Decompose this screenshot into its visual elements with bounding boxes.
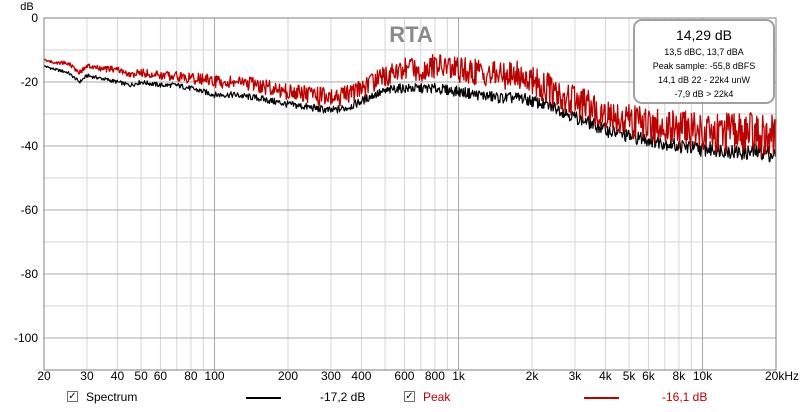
spectrum-level: -17,2 dB [320,390,366,404]
x-tick-label: 20kHz [765,369,799,383]
x-tick-label: 8k [673,369,687,383]
series-line-peak [43,54,777,158]
x-tick-label: 30 [80,369,94,383]
info-unweighted-level: 14,1 dB 22 - 22k4 unW [658,75,751,85]
y-tick-label: 0 [31,11,38,25]
x-tick-label: 400 [351,369,371,383]
x-tick-label: 6k [642,369,656,383]
x-tick-label: 800 [425,369,445,383]
peak-level: -16,1 dB [662,390,708,404]
info-box: 14,29 dB 13,5 dBC, 13,7 dBA Peak sample:… [633,19,775,104]
rta-chart: 0 -20 -40 -60 -80 -100 20 30 40 50 60 80 100 200 300 40… [14,1,799,383]
x-tick-label: 60 [154,369,168,383]
x-tick-label: 5k [623,369,637,383]
x-tick-label: 10k [693,369,713,383]
axes: 0 -20 -40 -60 -80 -100 20 30 40 50 60 80 100 200 300 40… [14,11,799,383]
series-traces [43,54,777,163]
spectrum-swatch [246,397,281,399]
y-tick-label: -20 [21,75,39,89]
info-peak-sample: Peak sample: -55,8 dBFS [653,61,756,71]
x-tick-label: 4k [599,369,613,383]
info-above-band-level: -7,9 dB > 22k4 [675,89,734,99]
y-tick-label: -40 [21,139,39,153]
y-tick-label: -60 [21,203,39,217]
chart-title: RTA [389,22,433,47]
x-tick-label: 80 [184,369,198,383]
x-tick-label: 1k [452,369,466,383]
legend: ✓ Spectrum -17,2 dB ✓ Peak -16,1 dB [0,386,800,410]
plot-border [43,17,777,371]
x-tick-label: 50 [134,369,148,383]
peak-swatch [584,397,619,399]
x-tick-label: 200 [278,369,298,383]
info-weighted-levels: 13,5 dBC, 13,7 dBA [664,47,744,57]
x-tick-label: 20 [37,369,51,383]
x-tick-label: 100 [205,369,225,383]
y-tick-label: -100 [14,331,38,345]
y-axis-label: dB [20,1,33,13]
x-tick-label: 40 [111,369,125,383]
x-tick-label: 600 [394,369,414,383]
info-main-level: 14,29 dB [676,27,732,43]
x-tick-label: 3k [569,369,583,383]
spectrum-legend-label: Spectrum [86,390,138,404]
x-tick-label: 2k [526,369,540,383]
peak-checkbox[interactable]: ✓ [404,391,415,402]
x-tick-label: 300 [321,369,341,383]
peak-legend-label: Peak [423,390,451,404]
y-tick-label: -80 [21,267,39,281]
spectrum-checkbox[interactable]: ✓ [67,391,78,402]
